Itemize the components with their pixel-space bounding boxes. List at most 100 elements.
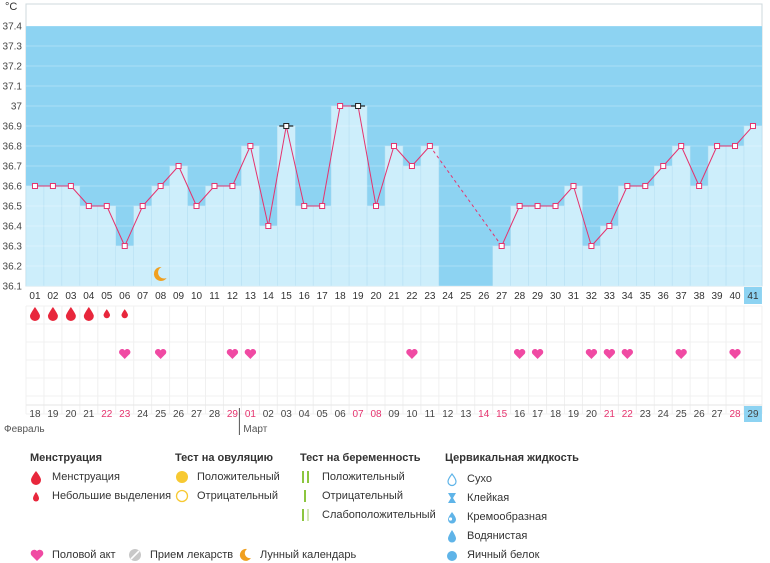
temp-point[interactable]: [157, 183, 164, 189]
temp-point[interactable]: [85, 203, 92, 209]
date-label: 23: [640, 409, 652, 420]
legend-cervical-watery: Водянистая: [445, 528, 527, 544]
cycle-day-label: 04: [83, 291, 95, 302]
temp-point[interactable]: [211, 183, 218, 189]
y-tick-label: 37: [11, 102, 23, 113]
month-label: Февраль: [4, 424, 45, 435]
temp-point[interactable]: [606, 223, 613, 229]
date-label: 28: [209, 409, 221, 420]
temp-point[interactable]: [408, 163, 415, 169]
temp-point[interactable]: [498, 243, 505, 249]
temp-point[interactable]: [301, 203, 308, 209]
date-label: 24: [137, 409, 149, 420]
temp-point[interactable]: [373, 203, 380, 209]
heart-icon[interactable]: [585, 348, 598, 359]
date-label: 01: [245, 409, 257, 420]
temp-point[interactable]: [570, 183, 577, 189]
temp-point[interactable]: [552, 203, 559, 209]
excluded-point[interactable]: [283, 123, 290, 129]
legend-pregnancy-positive: Положительный: [300, 469, 405, 485]
temp-point[interactable]: [229, 183, 236, 189]
temp-column: [205, 185, 224, 287]
two-lines-icon: [300, 469, 322, 485]
temp-point[interactable]: [31, 183, 38, 189]
legend-cervical-sticky: Клейкая: [445, 490, 509, 506]
y-tick-label: 36.7: [3, 162, 23, 173]
temp-line: [393, 145, 413, 167]
heart-icon[interactable]: [513, 348, 526, 359]
legend-menstruation-title: Менструация: [30, 452, 103, 464]
light-spotting-icon[interactable]: [121, 309, 128, 319]
temp-point[interactable]: [534, 203, 541, 209]
temp-point[interactable]: [139, 203, 146, 209]
temp-line: [375, 145, 395, 207]
temp-point[interactable]: [121, 243, 128, 249]
legend-cervical-creamy: Кремообразная: [445, 509, 547, 525]
temp-point[interactable]: [426, 143, 433, 149]
y-tick-label: 37.4: [3, 22, 23, 33]
temp-point[interactable]: [732, 143, 739, 149]
temp-point[interactable]: [624, 183, 631, 189]
temp-column: [600, 225, 619, 287]
y-tick-label: 36.8: [3, 142, 23, 153]
heart-icon[interactable]: [406, 348, 418, 359]
menstruation-icon[interactable]: [65, 307, 76, 321]
excluded-point[interactable]: [355, 103, 362, 109]
cycle-day-label: 29: [532, 291, 544, 302]
cycle-day-label: 13: [245, 291, 257, 302]
temp-point[interactable]: [390, 143, 397, 149]
temp-point[interactable]: [588, 243, 595, 249]
temp-point[interactable]: [319, 203, 326, 209]
temp-point[interactable]: [337, 103, 344, 109]
temp-point[interactable]: [49, 183, 56, 189]
menstruation-icon[interactable]: [47, 307, 58, 321]
temp-column: [151, 185, 170, 287]
heart-icon[interactable]: [119, 348, 131, 359]
heart-icon[interactable]: [675, 348, 687, 359]
temp-point[interactable]: [642, 183, 649, 189]
temp-point[interactable]: [103, 203, 110, 209]
heart-icon[interactable]: [729, 348, 741, 359]
bbt-chart: 36.1 36.2 36.3 36.4 36.5 36.6 36.7 36.8 36.9 37 37…: [3, 1, 763, 435]
heart-icon[interactable]: [244, 348, 257, 359]
temp-column: [348, 105, 368, 287]
date-label: 29: [227, 409, 239, 420]
y-tick-label: 37.3: [3, 42, 23, 53]
temp-point[interactable]: [660, 163, 667, 169]
unit-label: °C: [5, 1, 17, 13]
date-label: 26: [694, 409, 706, 420]
temp-point[interactable]: [247, 143, 254, 149]
temp-point[interactable]: [193, 203, 200, 209]
heart-icon[interactable]: [531, 348, 544, 359]
date-label: 21: [604, 409, 616, 420]
temp-column: [671, 145, 691, 287]
cycle-day-label: 41: [747, 291, 759, 302]
one-line-icon: [300, 488, 322, 504]
temp-point[interactable]: [516, 203, 523, 209]
moon-icon[interactable]: [153, 266, 167, 281]
temp-point[interactable]: [175, 163, 182, 169]
cycle-day-label: 05: [101, 291, 113, 302]
legend-cervical-eggwhite: Яичный белок: [445, 547, 539, 563]
date-label: 22: [101, 409, 113, 420]
heart-icon[interactable]: [603, 348, 616, 359]
temp-point[interactable]: [67, 183, 74, 189]
date-label: 18: [29, 409, 41, 420]
date-label: 12: [442, 409, 454, 420]
heart-icon[interactable]: [226, 348, 239, 359]
temp-column: [689, 185, 709, 287]
legend-pregnancy-title: Тест на беременность: [300, 452, 421, 464]
temp-point[interactable]: [749, 123, 756, 129]
temp-point[interactable]: [678, 143, 685, 149]
temp-column: [330, 105, 350, 287]
cycle-day-label: 12: [227, 291, 239, 302]
menstruation-icon[interactable]: [83, 307, 94, 321]
temp-point[interactable]: [265, 223, 272, 229]
menstruation-icon[interactable]: [29, 307, 40, 321]
heart-icon[interactable]: [154, 348, 167, 359]
light-spotting-icon[interactable]: [103, 309, 111, 319]
cycle-day-label: 39: [712, 291, 724, 302]
heart-icon[interactable]: [621, 348, 634, 359]
temp-point[interactable]: [714, 143, 721, 149]
temp-point[interactable]: [696, 183, 703, 189]
